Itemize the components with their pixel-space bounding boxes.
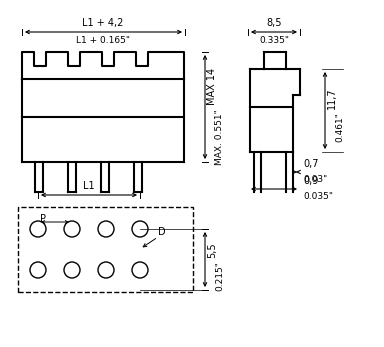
Text: P: P [40, 214, 46, 224]
Text: MAX. 0.551": MAX. 0.551" [215, 109, 224, 165]
Text: 0,7: 0,7 [303, 159, 318, 169]
Text: 0.461": 0.461" [335, 112, 344, 142]
Text: L1 + 0.165": L1 + 0.165" [76, 36, 130, 45]
Text: L1: L1 [83, 181, 95, 191]
Text: 0,9: 0,9 [303, 176, 318, 186]
Text: MAX 14: MAX 14 [207, 68, 217, 105]
Text: 0.215": 0.215" [215, 262, 224, 291]
Text: 8,5: 8,5 [266, 18, 282, 28]
Text: 11,7: 11,7 [327, 87, 337, 109]
Text: 0.035": 0.035" [303, 192, 333, 201]
Bar [18, 207, 193, 292]
Text: L1 + 4,2: L1 + 4,2 [82, 18, 124, 28]
Text: 0.03": 0.03" [303, 175, 327, 184]
Text: 5,5: 5,5 [207, 242, 217, 257]
Text: D: D [158, 227, 166, 237]
Text: 0.335": 0.335" [259, 36, 289, 45]
